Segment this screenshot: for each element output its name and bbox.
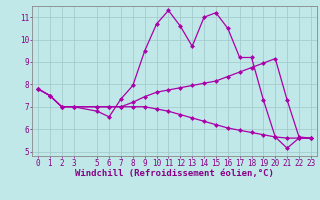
- X-axis label: Windchill (Refroidissement éolien,°C): Windchill (Refroidissement éolien,°C): [75, 169, 274, 178]
